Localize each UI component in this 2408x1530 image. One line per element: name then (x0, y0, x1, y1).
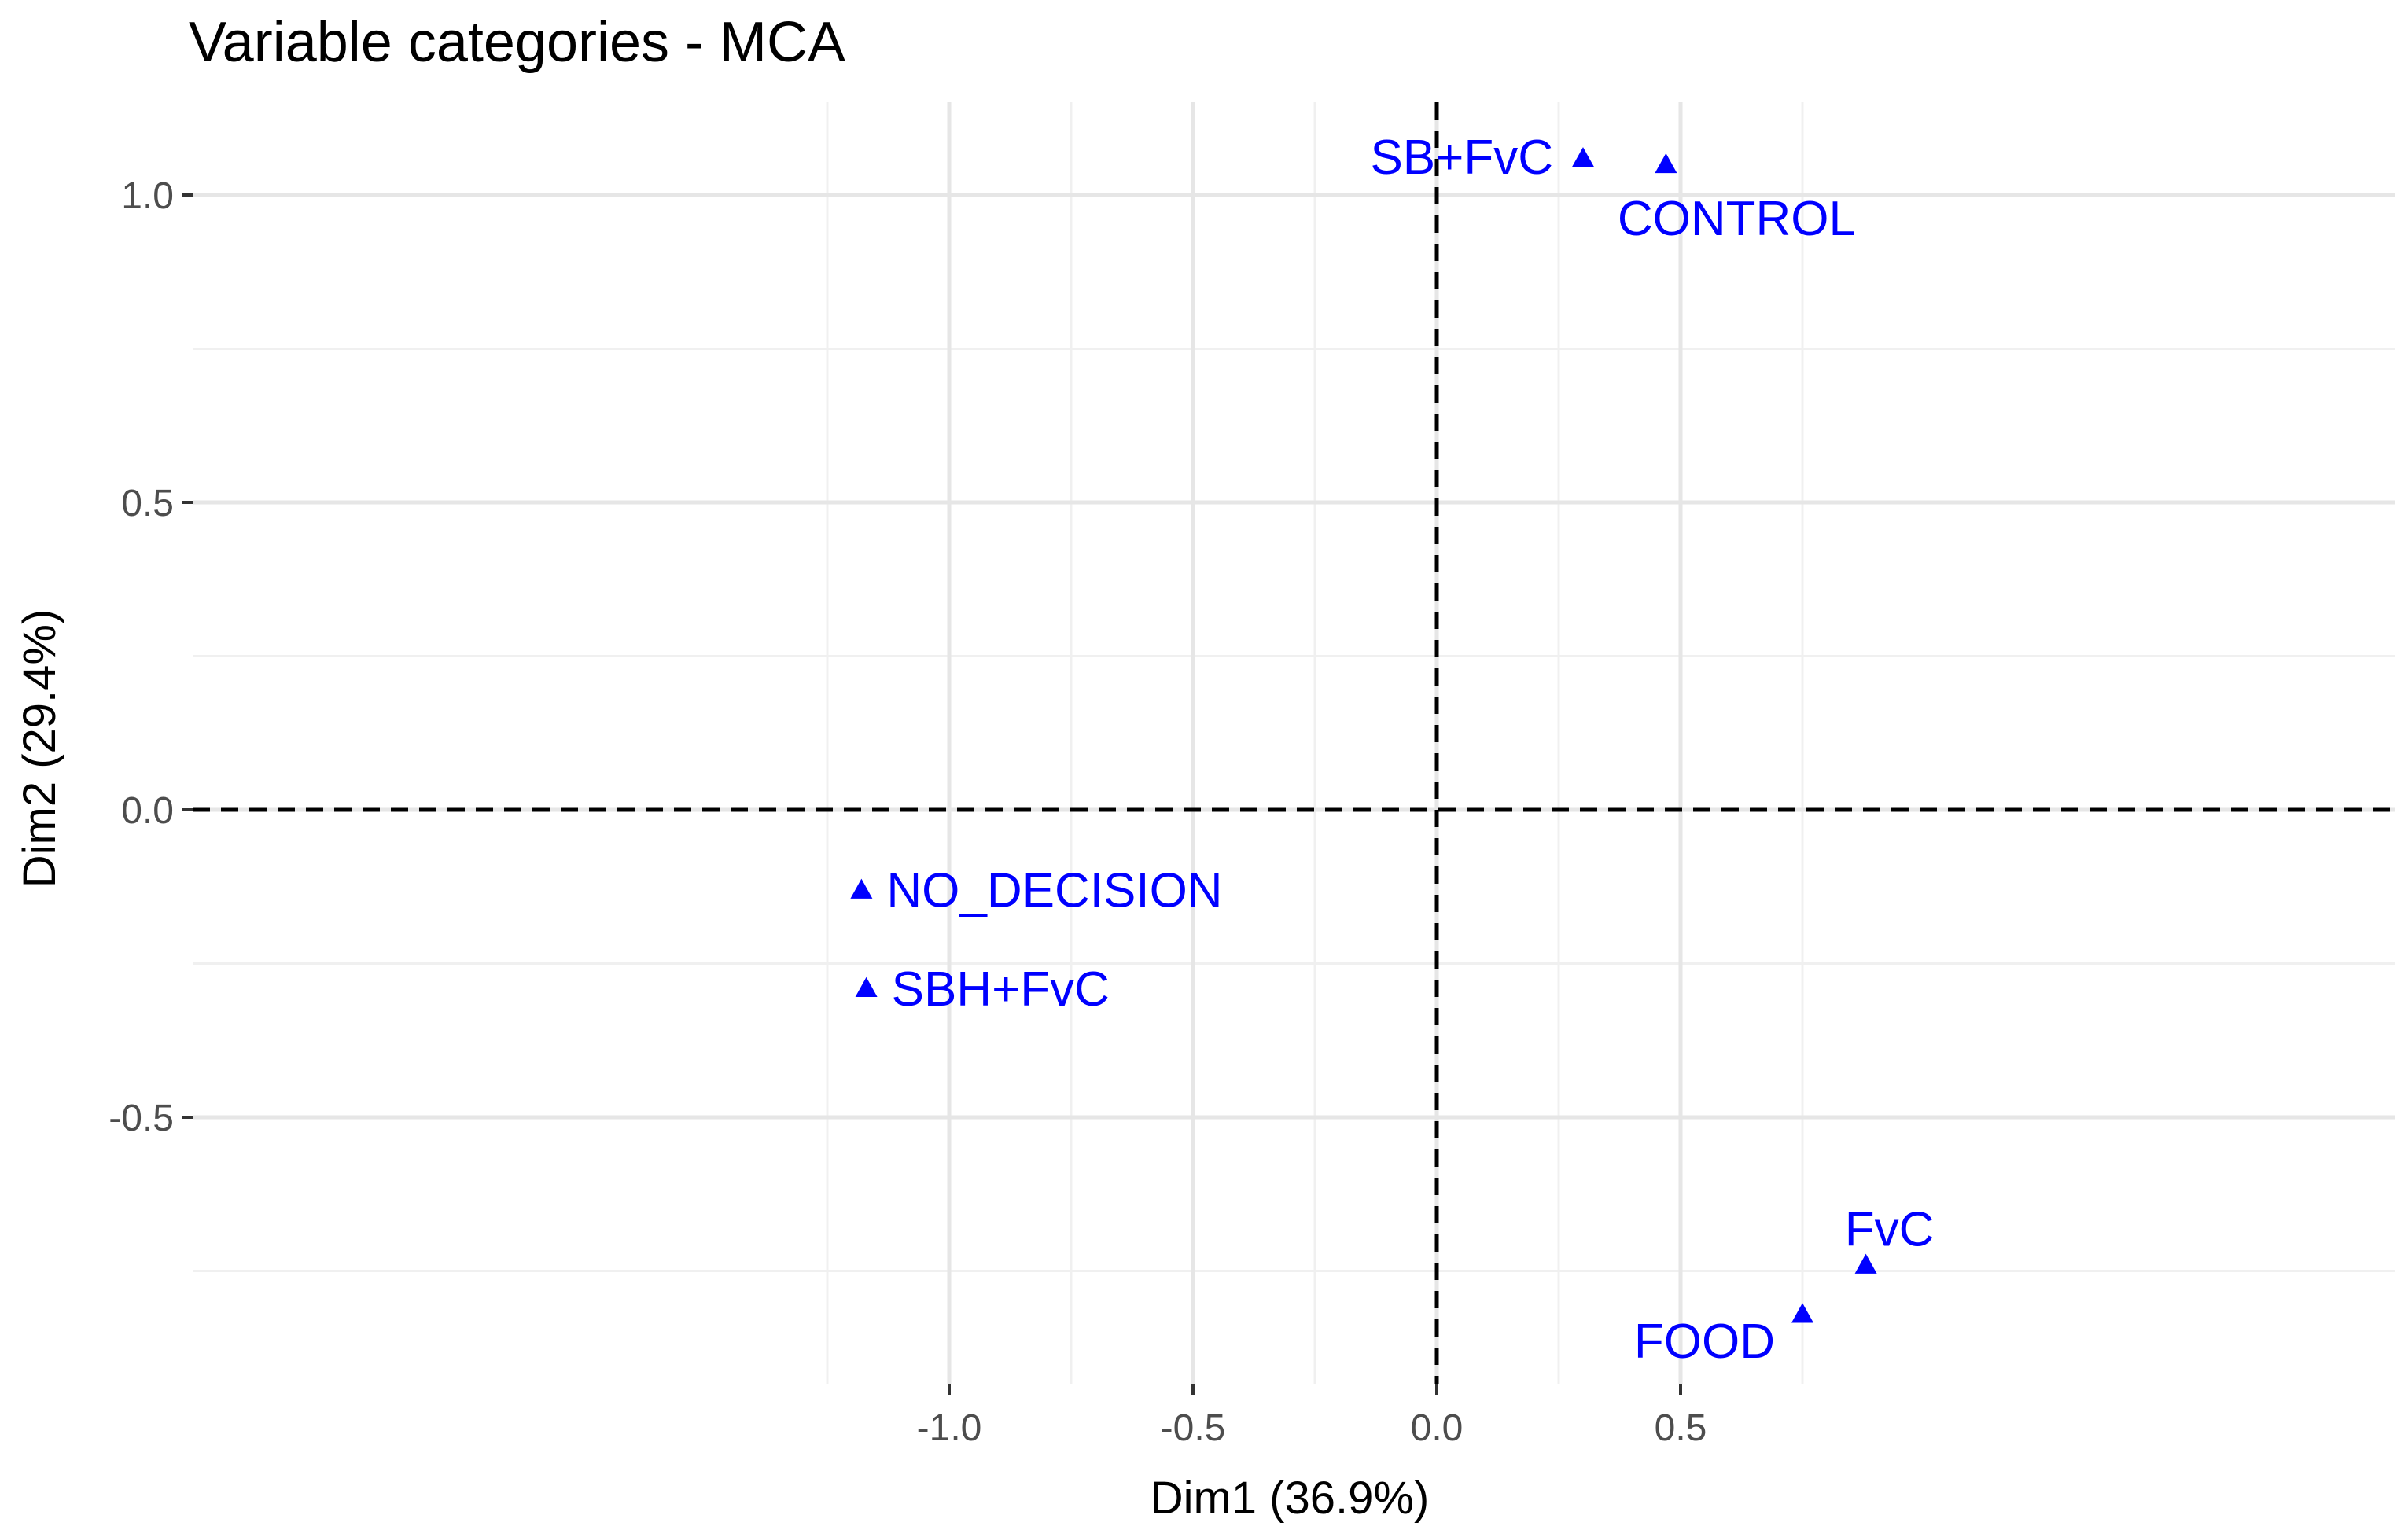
point-label-food: FOOD (1634, 1315, 1775, 1369)
zero-reference-lines (193, 102, 2395, 1384)
x-tick-label: 0.0 (1411, 1407, 1464, 1449)
x-tick-label: 0.5 (1655, 1407, 1707, 1449)
y-axis: -0.5 0.0 0.5 1.0 (109, 175, 193, 1139)
point-label-fvc: FvC (1845, 1203, 1935, 1257)
x-axis-title: Dim1 (36.9%) (1151, 1473, 1430, 1524)
y-tick-label: -0.5 (109, 1098, 174, 1139)
point-marker-sb-fvc (1572, 147, 1594, 167)
x-axis: -1.0 -0.5 0.0 0.5 (917, 1384, 1707, 1449)
point-label-no-decision: NO_DECISION (886, 864, 1222, 918)
y-axis-title: Dim2 (29.4%) (14, 609, 65, 888)
point-label-control: CONTROL (1618, 192, 1856, 246)
point-label-sb-fvc: SB+FvC (1370, 131, 1553, 185)
y-tick-label: 1.0 (121, 175, 174, 217)
x-tick-label: -1.0 (917, 1407, 982, 1449)
y-tick-label: 0.5 (121, 483, 174, 524)
y-tick-label: 0.0 (121, 790, 174, 832)
data-points: SB+FvC CONTROL NO_DECISION SBH+FvC FvC FOOD (850, 131, 1934, 1369)
point-marker-no-decision (850, 878, 873, 899)
point-marker-food (1791, 1303, 1813, 1323)
x-tick-label: -0.5 (1161, 1407, 1226, 1449)
point-label-sbh-fvc: SBH+FvC (892, 962, 1110, 1017)
point-marker-control (1655, 153, 1677, 174)
chart-title: Variable categories - MCA (189, 11, 845, 74)
point-marker-fvc (1854, 1253, 1877, 1274)
point-marker-sbh-fvc (855, 976, 878, 997)
